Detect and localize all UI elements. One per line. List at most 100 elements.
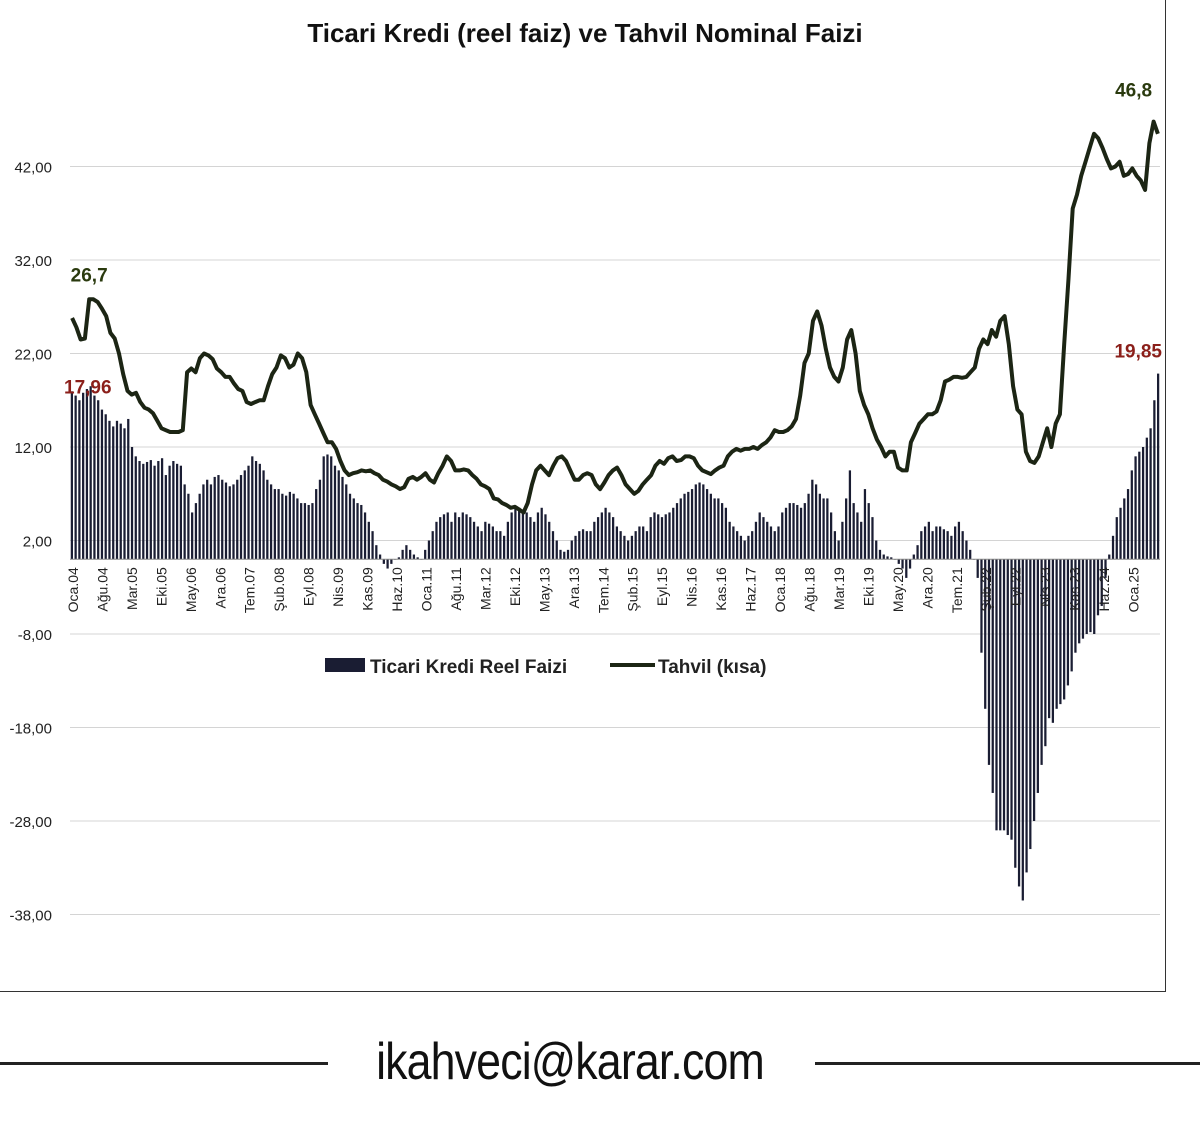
- bar: [732, 526, 735, 560]
- bar: [243, 470, 246, 560]
- bar: [424, 549, 427, 560]
- bar: [142, 463, 145, 560]
- bar: [356, 503, 359, 560]
- bar: [525, 512, 528, 560]
- bar: [984, 559, 987, 709]
- bar: [739, 535, 743, 560]
- x-tick-label: Kas.23: [1067, 567, 1083, 611]
- bar: [416, 557, 419, 560]
- bar: [412, 554, 416, 560]
- x-tick-label: Eyl.22: [1008, 567, 1024, 606]
- bar: [773, 531, 776, 560]
- bar: [634, 531, 637, 560]
- bar: [367, 521, 370, 560]
- bar: [664, 514, 667, 560]
- bar: [465, 514, 468, 560]
- bar: [1074, 559, 1077, 653]
- x-tick-label: Mar.05: [124, 567, 140, 610]
- bar: [82, 392, 85, 560]
- bar: [228, 486, 231, 560]
- bar: [518, 507, 521, 560]
- legend-bar-swatch: [325, 658, 365, 672]
- annotation-label: 26,7: [71, 265, 108, 286]
- bar: [713, 498, 716, 560]
- bar: [175, 463, 179, 560]
- x-tick-label: May.06: [183, 567, 199, 612]
- bar: [705, 489, 709, 560]
- bar: [217, 475, 220, 560]
- bar: [409, 549, 412, 560]
- bar: [254, 461, 258, 560]
- chart: Ticari Kredi (reel faiz) ve Tahvil Nomin…: [9, 18, 1162, 925]
- bar: [1021, 559, 1024, 901]
- bar: [273, 489, 276, 560]
- bar: [935, 526, 938, 560]
- x-tick-label: Kas.16: [713, 567, 729, 611]
- x-tick-label: Şub.15: [625, 567, 641, 612]
- bar: [563, 551, 566, 560]
- bar: [1017, 559, 1021, 887]
- bar: [333, 465, 337, 560]
- bar: [807, 493, 810, 560]
- x-tick-label: Tem.21: [949, 567, 965, 613]
- bar: [679, 498, 682, 560]
- bar: [442, 514, 446, 560]
- bar: [803, 503, 806, 560]
- bar: [371, 531, 374, 560]
- bar: [645, 531, 649, 560]
- bar: [1089, 559, 1092, 633]
- bar: [961, 531, 964, 560]
- bar: [157, 461, 160, 560]
- y-axis: 42,00 32,00 22,00 12,00 2,00 -8,00 -18,00 -28,0…: [9, 160, 52, 925]
- bar: [172, 461, 175, 560]
- x-tick-label: Mar.19: [831, 567, 847, 610]
- bar: [318, 479, 322, 560]
- legend-bar-label: Ticari Kredi Reel Faizi: [370, 657, 567, 678]
- bar: [1047, 559, 1051, 719]
- bar: [1126, 489, 1130, 560]
- bar: [431, 531, 434, 560]
- bar: [878, 549, 882, 560]
- bar: [183, 484, 186, 560]
- bar: [762, 517, 765, 560]
- bar: [916, 545, 919, 560]
- annotation-label: 17,96: [64, 377, 112, 398]
- x-tick-label: Oca.25: [1126, 567, 1142, 612]
- bar: [1051, 559, 1055, 723]
- x-tick-label: Tem.14: [595, 567, 611, 613]
- bar: [386, 559, 389, 569]
- y-tick-label: 12,00: [14, 440, 52, 457]
- x-tick-label: Haz.10: [389, 567, 405, 612]
- bar: [660, 517, 664, 560]
- bar: [976, 559, 979, 578]
- bar: [792, 503, 795, 560]
- bar: [578, 531, 581, 560]
- bar: [487, 523, 491, 560]
- bar: [999, 559, 1002, 831]
- bar: [168, 465, 171, 560]
- chart-frame: [0, 0, 1166, 992]
- bar: [296, 498, 299, 560]
- gridlines: [70, 166, 1160, 915]
- bar: [683, 493, 686, 560]
- bar: [736, 531, 739, 560]
- bar: [709, 493, 712, 560]
- bar: [570, 540, 573, 560]
- bar: [236, 479, 239, 560]
- bar: [848, 470, 852, 560]
- x-tick-label: Ağu.04: [94, 567, 110, 612]
- bar: [326, 454, 329, 560]
- bar: [480, 531, 483, 560]
- bar: [829, 512, 833, 560]
- bar: [194, 503, 198, 560]
- x-tick-label: Oca.04: [65, 567, 81, 612]
- bar: [70, 391, 74, 560]
- bar: [694, 484, 697, 560]
- bar: [908, 559, 912, 569]
- footer-email[interactable]: ikahveci@karar.com: [376, 1033, 765, 1091]
- bar: [239, 475, 243, 560]
- bar: [510, 512, 513, 560]
- bar: [702, 484, 705, 560]
- bar: [450, 521, 453, 560]
- bar: [871, 517, 874, 560]
